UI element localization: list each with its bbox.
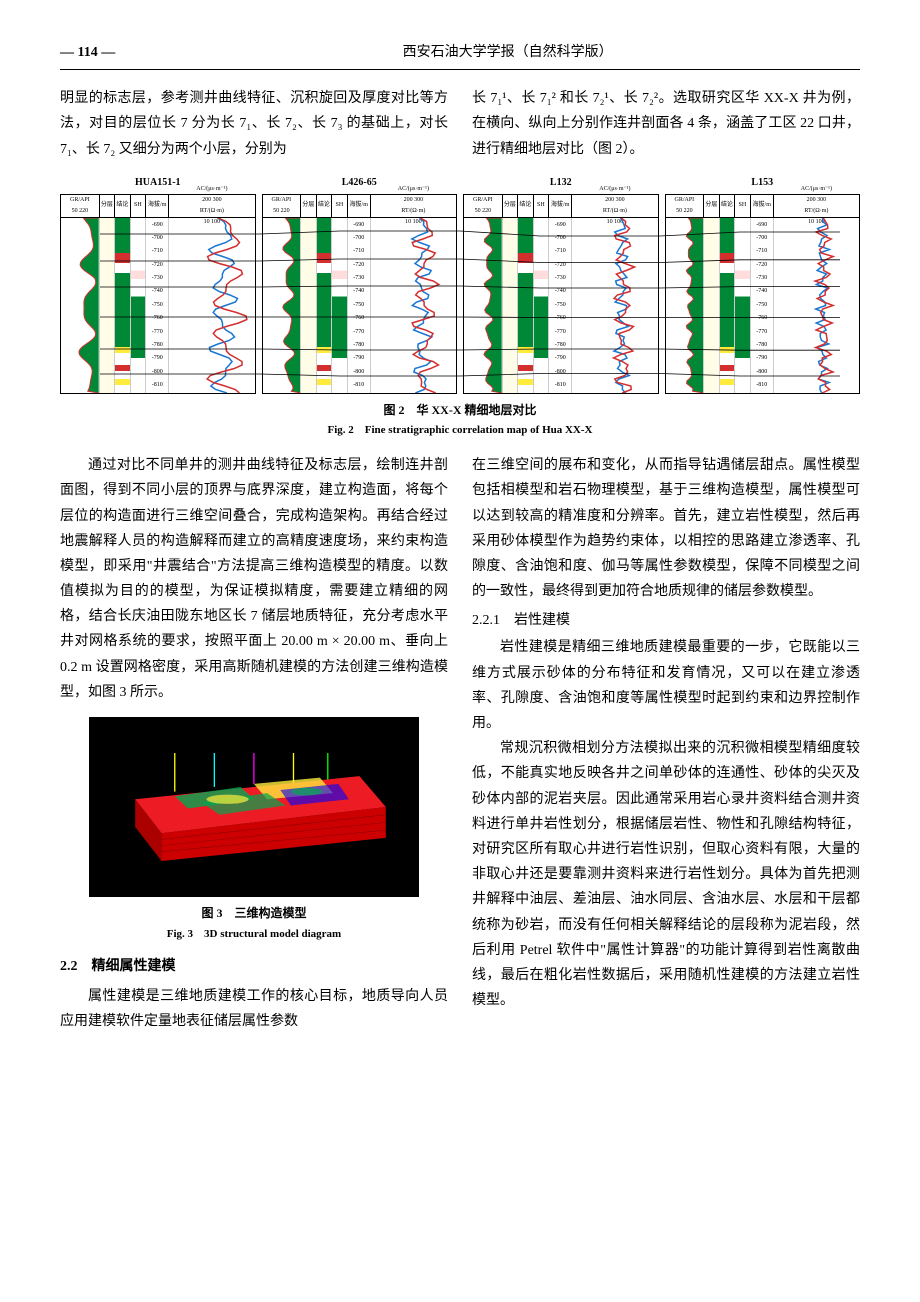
lithology-track [317,218,332,393]
resistivity-track [169,218,254,393]
left-column: 通过对比不同单井的测井曲线特征及标志层，绘制连井剖面图，得到不同小层的顶界与底界… [60,453,448,1034]
right-para-3: 常规沉积微相划分方法模拟出来的沉积微相模型精细度较低，不能真实地反映各井之间单砂… [472,736,860,1013]
right-para-1: 在三维空间的展布和变化，从而指导钻遇储层甜点。属性模型包括相模型和岩石物理模型，… [472,453,860,604]
top-para-left: 明显的标志层，参考测井曲线特征、沉积旋回及厚度对比等方法，对目的层位长 7 分为… [60,86,448,162]
well-panel-L426-65: L426-65GR/API50 220分层结论SH海拔/mAC/(μs·m⁻¹)… [262,174,458,394]
layer-track [503,218,518,393]
figure-3-3d-model [89,717,419,897]
journal-name: 西安石油大学学报（自然科学版） [155,40,860,65]
well-panel-HUA151-1: HUA151-1GR/API50 220分层结论SH海拔/mAC/(μs·m⁻¹… [60,174,256,394]
mid-left-para: 通过对比不同单井的测井曲线特征及标志层，绘制连井剖面图，得到不同小层的顶界与底界… [60,453,448,705]
right-column: 在三维空间的展布和变化，从而指导钻遇储层甜点。属性模型包括相模型和岩石物理模型，… [472,453,860,1034]
well-body: -690-700-710-720-730-740-750-760-770-780… [262,218,458,394]
resistivity-track [572,218,657,393]
depth-track: -690-700-710-720-730-740-750-760-770-780… [751,218,774,393]
layer-track [301,218,316,393]
lithology-track [518,218,533,393]
sh-track [332,218,347,393]
figure-2-caption-cn: 图 2 华 XX-X 精细地层对比 [60,400,860,422]
depth-track: -690-700-710-720-730-740-750-760-770-780… [146,218,169,393]
layer-track [100,218,115,393]
well-track-header: GR/API50 220分层结论SH海拔/mAC/(μs·m⁻¹)200 300… [463,194,659,218]
well-track-header: GR/API50 220分层结论SH海拔/mAC/(μs·m⁻¹)200 300… [665,194,861,218]
top-text-columns: 明显的标志层，参考测井曲线特征、沉积旋回及厚度对比等方法，对目的层位长 7 分为… [60,86,860,162]
section-2-2-heading: 2.2 精细属性建模 [60,954,448,979]
figure-3-caption-en: Fig. 3 3D structural model diagram [60,925,448,945]
top-para-right: 长 7₁¹、长 7₁² 和长 7₂¹、长 7₂²。选取研究区华 XX-X 井为例… [472,86,860,162]
depth-track: -690-700-710-720-730-740-750-760-770-780… [348,218,371,393]
well-track-header: GR/API50 220分层结论SH海拔/mAC/(μs·m⁻¹)200 300… [262,194,458,218]
resistivity-track [774,218,859,393]
main-text-columns: 通过对比不同单井的测井曲线特征及标志层，绘制连井剖面图，得到不同小层的顶界与底界… [60,453,860,1034]
depth-track: -690-700-710-720-730-740-750-760-770-780… [549,218,572,393]
page-number: — 114 — [60,40,155,65]
sh-track [131,218,146,393]
sh-track [534,218,549,393]
well-track-header: GR/API50 220分层结论SH海拔/mAC/(μs·m⁻¹)200 300… [60,194,256,218]
section-2-2-1-heading: 2.2.1 岩性建模 [472,608,860,633]
gr-track [464,218,503,393]
gr-track [263,218,302,393]
well-panel-L153: L153GR/API50 220分层结论SH海拔/mAC/(μs·m⁻¹)200… [665,174,861,394]
well-panel-L132: L132GR/API50 220分层结论SH海拔/mAC/(μs·m⁻¹)200… [463,174,659,394]
page-header: — 114 — 西安石油大学学报（自然科学版） [60,40,860,70]
para-2-2: 属性建模是三维地质建模工作的核心目标，地质导向人员应用建模软件定量地表征储层属性… [60,984,448,1034]
resistivity-track [371,218,456,393]
gr-track [666,218,705,393]
figure-2-caption-en: Fig. 2 Fine stratigraphic correlation ma… [60,421,860,441]
lithology-track [720,218,735,393]
figure-2-well-correlation: HUA151-1GR/API50 220分层结论SH海拔/mAC/(μs·m⁻¹… [60,174,860,441]
well-body: -690-700-710-720-730-740-750-760-770-780… [60,218,256,394]
well-body: -690-700-710-720-730-740-750-760-770-780… [463,218,659,394]
layer-track [704,218,719,393]
gr-track [61,218,100,393]
figure-3-caption-cn: 图 3 三维构造模型 [60,903,448,925]
well-body: -690-700-710-720-730-740-750-760-770-780… [665,218,861,394]
right-para-2: 岩性建模是精细三维地质建模最重要的一步，它既能以三维方式展示砂体的分布特征和发育… [472,635,860,736]
lithology-track [115,218,130,393]
sh-track [735,218,750,393]
